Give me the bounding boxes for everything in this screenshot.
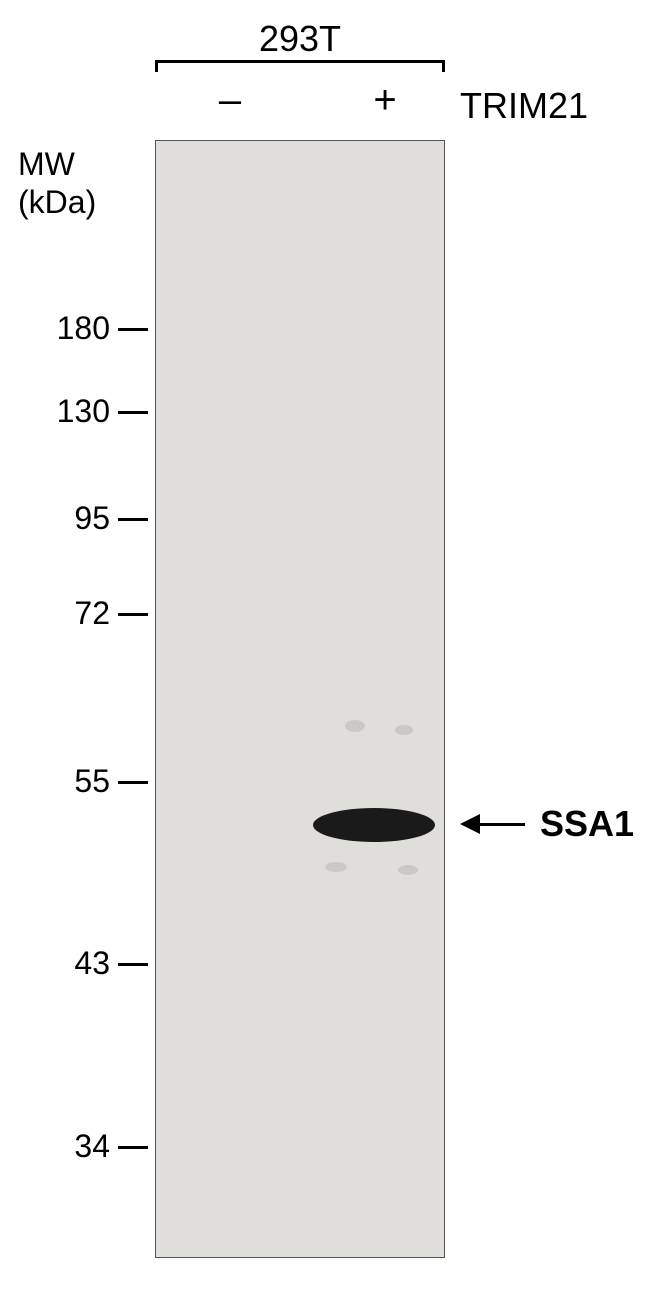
mw-tick-130 [118, 411, 148, 414]
protein-band-ssa1 [313, 808, 435, 842]
mw-marker-34: 34 [30, 1128, 110, 1165]
lane-minus-symbol: – [210, 78, 250, 123]
mw-tick-34 [118, 1146, 148, 1149]
mw-tick-72 [118, 613, 148, 616]
cell-line-label: 293T [250, 18, 350, 60]
band-arrow-head [460, 814, 480, 834]
mw-line1: MW [18, 146, 75, 182]
mw-tick-43 [118, 963, 148, 966]
faint-spot-3 [398, 865, 418, 875]
mw-marker-130: 130 [30, 393, 110, 430]
blot-membrane [155, 140, 445, 1258]
band-arrow-line [480, 823, 525, 826]
mw-header: MW (kDa) [18, 145, 96, 222]
mw-tick-55 [118, 781, 148, 784]
mw-tick-180 [118, 328, 148, 331]
lane-plus-symbol: + [365, 78, 405, 123]
lane-bracket [155, 60, 445, 72]
protein-label: TRIM21 [460, 85, 588, 127]
mw-marker-95: 95 [30, 500, 110, 537]
band-label-ssa1: SSA1 [540, 803, 634, 845]
faint-spot-1 [395, 725, 413, 735]
western-blot-figure: 293T – + TRIM21 MW (kDa) 180 130 95 72 55 43 3… [0, 0, 650, 1296]
mw-marker-72: 72 [30, 595, 110, 632]
mw-tick-95 [118, 518, 148, 521]
mw-marker-43: 43 [30, 945, 110, 982]
mw-marker-180: 180 [30, 310, 110, 347]
mw-marker-55: 55 [30, 763, 110, 800]
faint-spot-0 [345, 720, 365, 732]
faint-spot-2 [325, 862, 347, 872]
mw-line2: (kDa) [18, 184, 96, 220]
